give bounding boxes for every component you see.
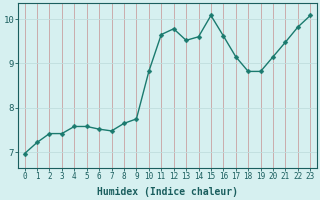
- X-axis label: Humidex (Indice chaleur): Humidex (Indice chaleur): [97, 186, 238, 197]
